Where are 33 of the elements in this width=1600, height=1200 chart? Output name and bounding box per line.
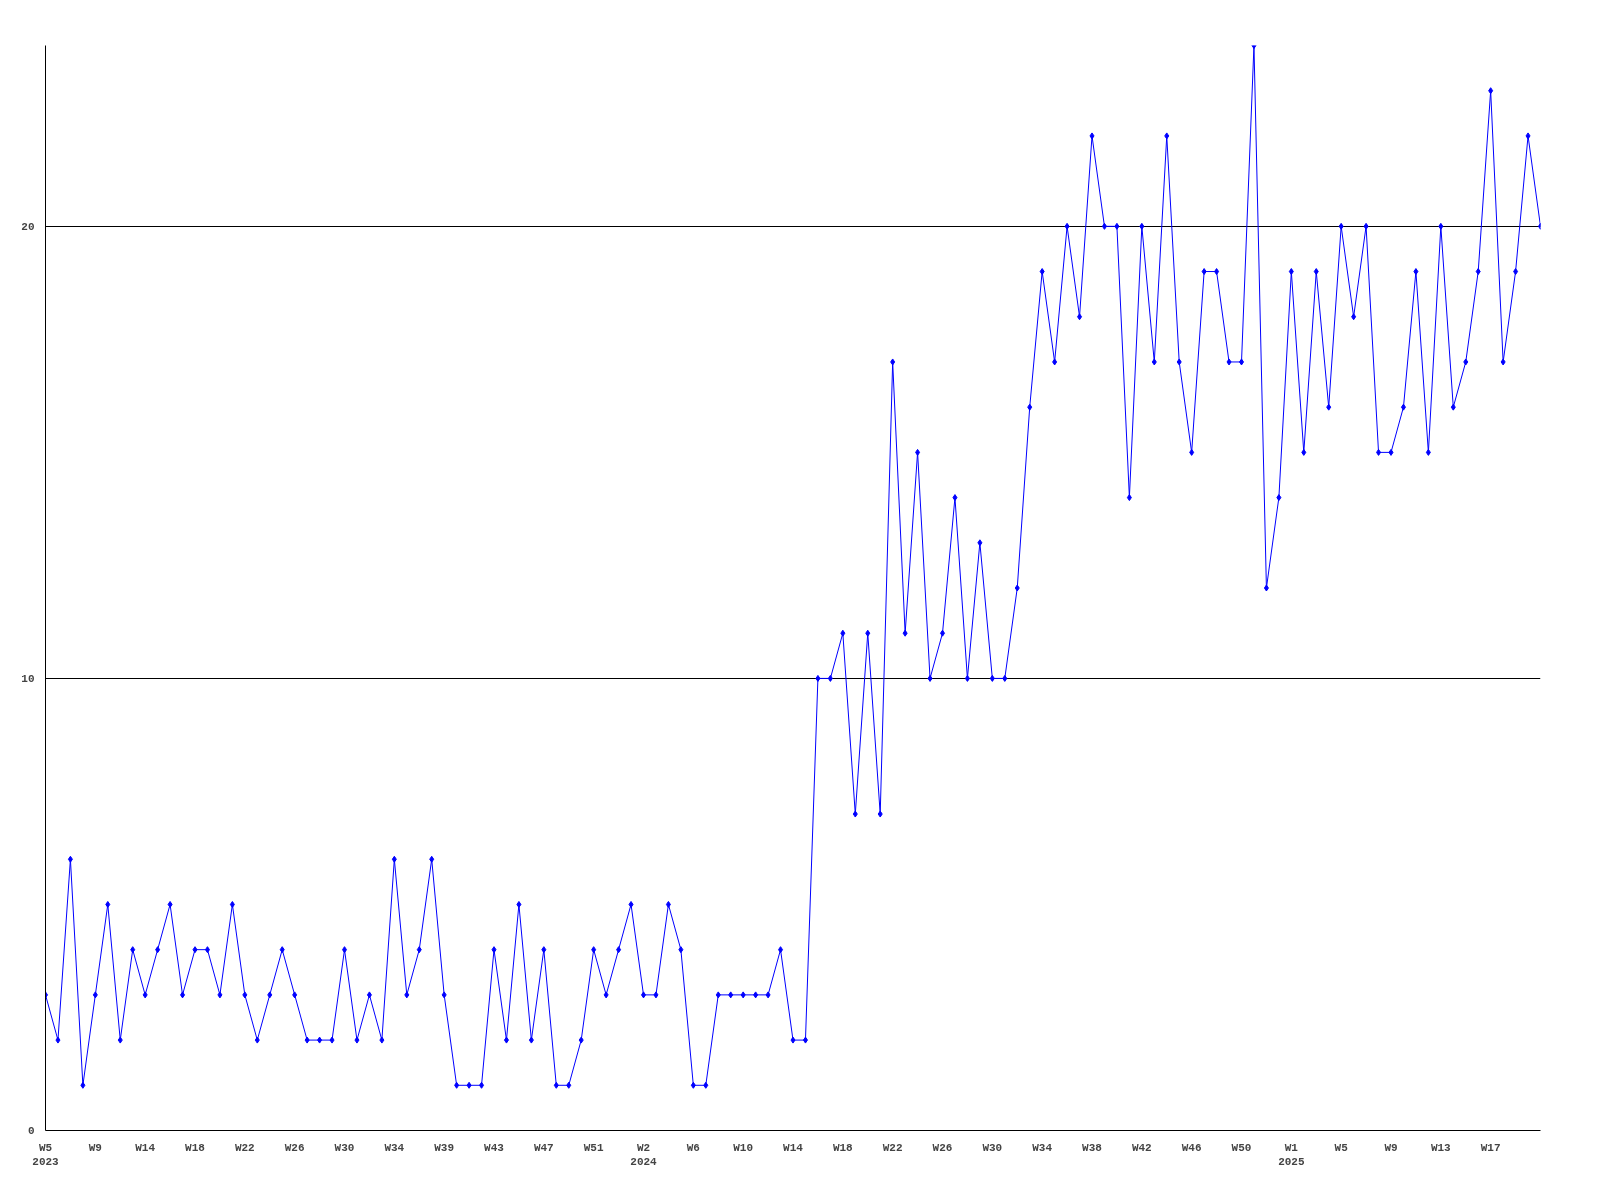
x-tick-label: W5 [1334, 1141, 1349, 1154]
x-tick-label: W9 [1384, 1141, 1398, 1154]
x-tick-label: W2 2024 [630, 1141, 658, 1168]
x-tick-label: W17 [1480, 1141, 1501, 1154]
x-tick-label: W5 2023 [32, 1141, 60, 1168]
x-tick-label: W18 [185, 1141, 206, 1154]
x-tick-label: W30 [982, 1141, 1003, 1154]
x-tick-label: W39 [434, 1141, 455, 1154]
x-tick-label: W10 [733, 1141, 754, 1154]
x-tick-label: W51 [583, 1141, 604, 1154]
x-tick-label: W47 [533, 1141, 554, 1154]
x-tick-label: W22 [882, 1141, 903, 1154]
x-tick-label: W18 [832, 1141, 854, 1154]
x-tick-label: W34 [1032, 1141, 1053, 1154]
x-tick-label: W26 [932, 1141, 953, 1154]
y-tick-label: 0 [27, 1125, 35, 1137]
x-tick-label: W38 [1082, 1141, 1103, 1154]
x-tick-label: W42 [1131, 1141, 1152, 1154]
x-tick-label: W43 [484, 1141, 505, 1154]
x-tick-label: W34 [384, 1141, 405, 1154]
x-tick-label: W14 [135, 1141, 156, 1154]
x-tick-label: W9 [88, 1141, 102, 1154]
y-tick-label: 20 [21, 220, 35, 233]
x-tick-label: W13 [1430, 1141, 1452, 1154]
x-tick-label: W46 [1181, 1141, 1202, 1154]
y-tick-label: 10 [21, 672, 35, 685]
x-tick-label: W30 [334, 1141, 355, 1154]
x-tick-label: W14 [783, 1141, 804, 1154]
x-tick-label: W26 [284, 1141, 305, 1154]
x-tick-label: W50 [1231, 1141, 1252, 1154]
x-tick-label: W6 [686, 1141, 700, 1154]
x-tick-label: W1 2025 [1278, 1141, 1305, 1168]
x-tick-label: W22 [234, 1141, 255, 1154]
